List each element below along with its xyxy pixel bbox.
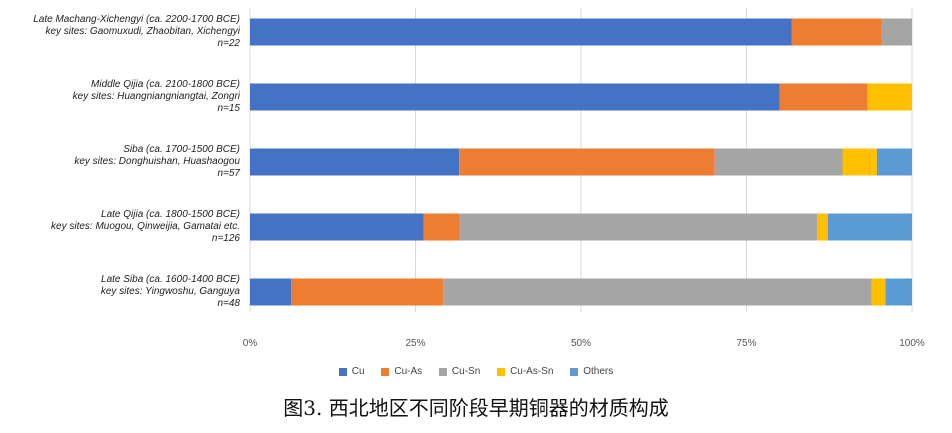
category-label-line: key sites: Donghuishan, Huashaogou	[74, 156, 240, 167]
legend-item-cu-sn: Cu-Sn	[438, 366, 481, 377]
bar-segment-cu-sn	[443, 278, 872, 306]
legend-item-cu-as-sn: Cu-As-Sn	[497, 366, 553, 377]
category-label: Siba (ca. 1700-1500 BCE) key sites: Dongh…	[74, 144, 240, 180]
bar-segment-cu-as-sn	[871, 278, 886, 306]
legend-swatch	[381, 367, 390, 376]
legend-item-cu-as: Cu-As	[381, 366, 422, 377]
category-label-line: n=15	[217, 103, 240, 114]
bar-segment-cu-as-sn	[817, 213, 828, 241]
legend-swatch	[497, 367, 506, 376]
category-label: Late Qijia (ca. 1800-1500 BCE) key sites:…	[51, 209, 240, 245]
bar-segment-cu-as-sn	[842, 148, 877, 176]
bar-segment-cu	[250, 148, 460, 176]
legend-swatch	[338, 367, 347, 376]
legend-label: Cu-As-Sn	[510, 366, 554, 377]
legend-item-others: Others	[570, 366, 613, 377]
legend-swatch	[570, 367, 579, 376]
bar-segment-cu-as-sn	[867, 83, 912, 111]
bar-segment-cu	[250, 83, 780, 111]
bar-segment-cu-as	[423, 213, 460, 241]
bar-segment-cu-sn	[881, 18, 912, 46]
figure-caption: 图3. 西北地区不同阶段早期铜器的材质构成	[283, 396, 669, 420]
x-tick-label: 100%	[899, 338, 925, 349]
bar-segment-cu-sn	[459, 213, 818, 241]
legend-label: Cu-As	[394, 366, 423, 377]
x-tick-label: 50%	[571, 338, 591, 349]
x-tick-label: 25%	[405, 338, 425, 349]
category-label-line: n=48	[217, 298, 240, 309]
category-label-line: n=22	[217, 38, 240, 49]
category-label-line: Late Qijia (ca. 1800-1500 BCE)	[101, 209, 240, 220]
bar-segment-cu-sn	[714, 148, 843, 176]
category-label-line: n=57	[217, 168, 240, 179]
bar-segment-others	[827, 213, 912, 241]
bar-segment-cu	[250, 213, 424, 241]
category-label-line: Late Machang-Xichengyi (ca. 2200-1700 BC…	[33, 14, 240, 25]
category-label-line: key sites: Muogou, Qinweijia, Gamatai et…	[51, 221, 240, 232]
bar-segment-cu-as	[779, 83, 868, 111]
category-label-line: Middle Qijia (ca. 2100-1800 BCE)	[91, 79, 240, 90]
x-tick-label: 0%	[243, 338, 258, 349]
bar-segment-others	[885, 278, 912, 306]
bar-segment-cu	[250, 278, 292, 306]
legend-item-cu: Cu	[338, 366, 365, 377]
legend-label: Cu	[351, 366, 365, 377]
legend-swatch	[438, 367, 447, 376]
x-tick-label: 75%	[736, 338, 756, 349]
category-label-line: key sites: Huangniangniangtai, Zongri	[72, 91, 240, 102]
bar-segment-cu-as	[459, 148, 715, 176]
bar-segment-others	[876, 148, 912, 176]
legend-label: Others	[583, 366, 614, 377]
legend: Cu Cu-As Cu-Sn Cu-As-Sn Others	[0, 366, 952, 379]
category-label: Middle Qijia (ca. 2100-1800 BCE) key site…	[73, 79, 240, 115]
legend-label: Cu-Sn	[451, 366, 481, 377]
bar-segment-cu-as	[291, 278, 444, 306]
category-label-line: key sites: Yingwoshu, Ganguya	[100, 286, 240, 297]
category-label-line: n=126	[211, 233, 240, 244]
category-label-line: Siba (ca. 1700-1500 BCE)	[123, 144, 240, 155]
category-label: Late Machang-Xichengyi (ca. 2200-1700 BC…	[33, 14, 240, 50]
category-label-line: Late Siba (ca. 1600-1400 BCE)	[101, 274, 240, 285]
category-label: Late Siba (ca. 1600-1400 BCE) key sites: …	[101, 274, 240, 310]
bar-segment-cu-as	[791, 18, 882, 46]
category-label-line: key sites: Gaomuxudi, Zhaobitan, Xicheng…	[45, 26, 240, 37]
bar-segment-cu	[250, 18, 792, 46]
